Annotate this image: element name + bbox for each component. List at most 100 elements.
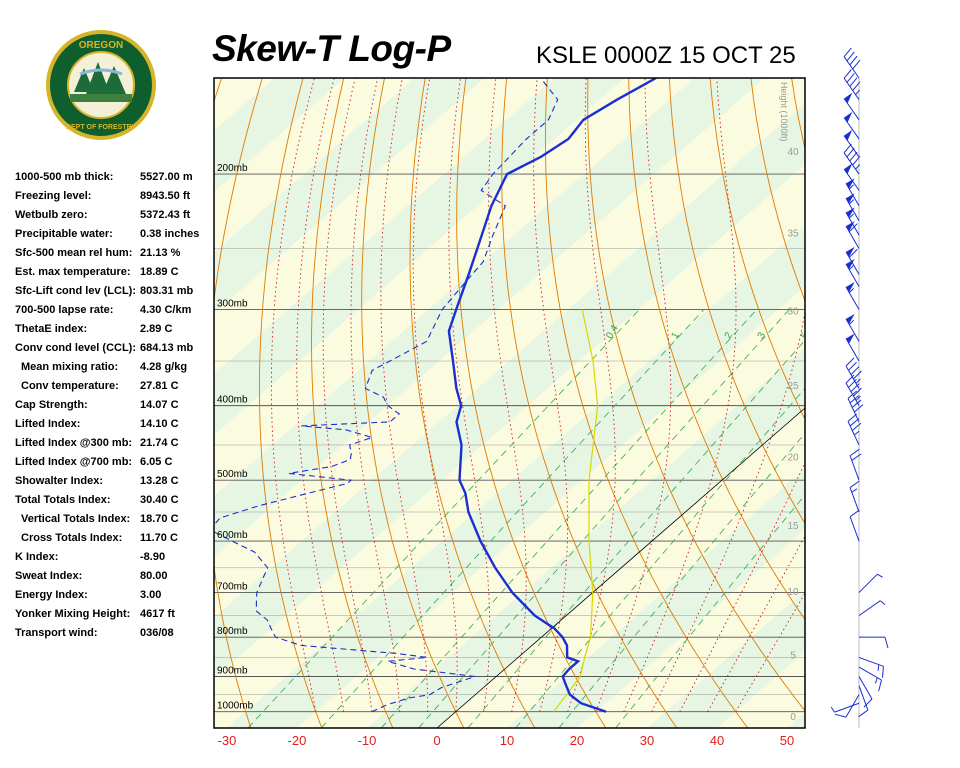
dry-adiabat	[668, 78, 805, 525]
index-value: 0.38 inches	[140, 228, 200, 240]
wind-barb-half	[879, 600, 886, 606]
mixing-ratio-label: 5	[799, 330, 812, 341]
wind-barb-staff	[849, 487, 860, 513]
index-value: 27.81 C	[140, 380, 179, 392]
moist-adiabat	[488, 78, 527, 712]
wind-barb-half	[848, 199, 855, 205]
dry-adiabat	[628, 78, 805, 621]
index-row: Sfc-500 mean rel hum: 21.13 %	[15, 244, 215, 263]
wind-barb-flag	[849, 395, 860, 404]
wind-barb-flag	[843, 69, 852, 79]
mixing-ratio-line	[467, 339, 805, 728]
wind-barb-pennant	[844, 92, 853, 104]
dry-adiabat	[258, 78, 323, 728]
wind-barb-pennant	[846, 246, 855, 258]
stability-indices-panel: 1000-500 mb thick: 5527.00 m Freezing leve…	[15, 168, 215, 643]
dry-adiabat	[311, 78, 394, 728]
wind-barb-flag	[852, 59, 861, 70]
index-row: Lifted Index: 14.10 C	[15, 415, 215, 434]
isobar-label: 900mb	[217, 666, 248, 677]
mixing-ratio-line	[558, 432, 805, 728]
index-value: -8.90	[140, 551, 166, 563]
wind-barb-half	[848, 287, 855, 294]
index-label: Conv temperature:	[21, 380, 119, 392]
wind-barb	[845, 313, 860, 342]
temperature-line	[447, 78, 657, 713]
dry-adiabat	[587, 78, 805, 712]
index-row: Showalter Index: 13.28 C	[15, 472, 215, 491]
index-value: 2.89 C	[140, 323, 173, 335]
wind-barb	[845, 246, 860, 275]
wind-barb-half	[877, 573, 883, 578]
x-tick-label: 50	[780, 733, 794, 748]
index-label: Sfc-500 mean rel hum:	[15, 247, 133, 259]
wind-barb-flag	[849, 77, 858, 87]
dry-adiabat	[361, 78, 465, 728]
height-tick-label: 20	[787, 452, 799, 463]
height-tick-label: 35	[787, 229, 799, 240]
wind-barb	[849, 448, 862, 481]
wind-barb-flag	[851, 399, 862, 408]
dry-adiabat	[214, 78, 223, 103]
index-label: ThetaE index:	[15, 323, 88, 335]
wind-barb-flag	[843, 47, 852, 58]
index-label: Mean mixing ratio:	[21, 361, 119, 373]
index-label: Cross Totals Index:	[21, 532, 123, 544]
moist-adiabat	[735, 592, 805, 712]
chart-title: Skew-T Log-P	[212, 28, 451, 69]
wind-barb-flag	[884, 637, 889, 649]
wind-barb	[834, 694, 860, 718]
x-tick-label: -30	[218, 733, 237, 748]
moist-adiabat	[651, 78, 805, 712]
index-value: 80.00	[140, 570, 168, 582]
wind-barb	[859, 636, 889, 649]
wind-barb	[830, 702, 860, 713]
wind-barb-flag	[854, 404, 864, 413]
wind-barb	[845, 357, 862, 389]
isobar-label: 400mb	[217, 395, 248, 406]
isotherm-band	[227, 225, 805, 728]
wind-barb-flag	[849, 151, 858, 162]
dry-adiabat	[791, 78, 805, 151]
mixing-ratio-line	[380, 309, 757, 728]
wind-barb-flag	[851, 422, 862, 431]
isobar-label: 800mb	[217, 626, 248, 637]
wind-barb	[843, 92, 860, 121]
index-value: 4.30 C/km	[140, 304, 192, 316]
isotherm-band	[507, 468, 805, 728]
wind-barb-flag	[849, 55, 858, 66]
index-row: K Index: -8.90	[15, 548, 215, 567]
height-tick-label: 30	[787, 306, 799, 317]
wind-barb-half	[848, 264, 855, 270]
index-value: 036/08	[140, 627, 174, 639]
wind-barb	[845, 193, 860, 222]
wind-barb-flag	[852, 155, 861, 166]
zero-isotherm	[436, 407, 805, 728]
moist-adiabat	[567, 78, 616, 712]
wind-barb-flag	[845, 374, 855, 384]
height-axis-title: Height (1000ft)	[779, 82, 789, 142]
wind-barb-staff	[858, 676, 873, 700]
x-tick-label: -20	[288, 733, 307, 748]
index-row: Cross Totals Index: 11.70 C	[15, 529, 215, 548]
wind-barb-pennant	[846, 207, 855, 218]
wind-barb-flag	[863, 698, 873, 708]
index-value: 21.13 %	[140, 247, 181, 259]
moist-adiabat	[350, 78, 401, 712]
wind-barb-pennant	[846, 333, 855, 344]
moist-adiabat	[679, 461, 805, 712]
index-label: Freezing level:	[15, 190, 92, 202]
index-row: Lifted Index @700 mb: 6.05 C	[15, 453, 215, 472]
wind-barb-flag	[849, 509, 860, 518]
mixing-ratio-label: 3	[756, 330, 769, 341]
wind-barb-flag	[848, 378, 857, 388]
wind-barb-staff	[858, 656, 884, 667]
isotherm-band	[214, 78, 765, 557]
wind-barb-pennant	[844, 163, 853, 175]
isobar-label: 300mb	[217, 299, 248, 310]
svg-text:DEPT OF FORESTRY: DEPT OF FORESTRY	[66, 124, 136, 131]
index-label: Est. max temperature:	[15, 266, 131, 278]
wind-barb-staff	[858, 685, 869, 711]
wind-barb	[843, 47, 861, 79]
wind-barb-half	[855, 89, 860, 95]
